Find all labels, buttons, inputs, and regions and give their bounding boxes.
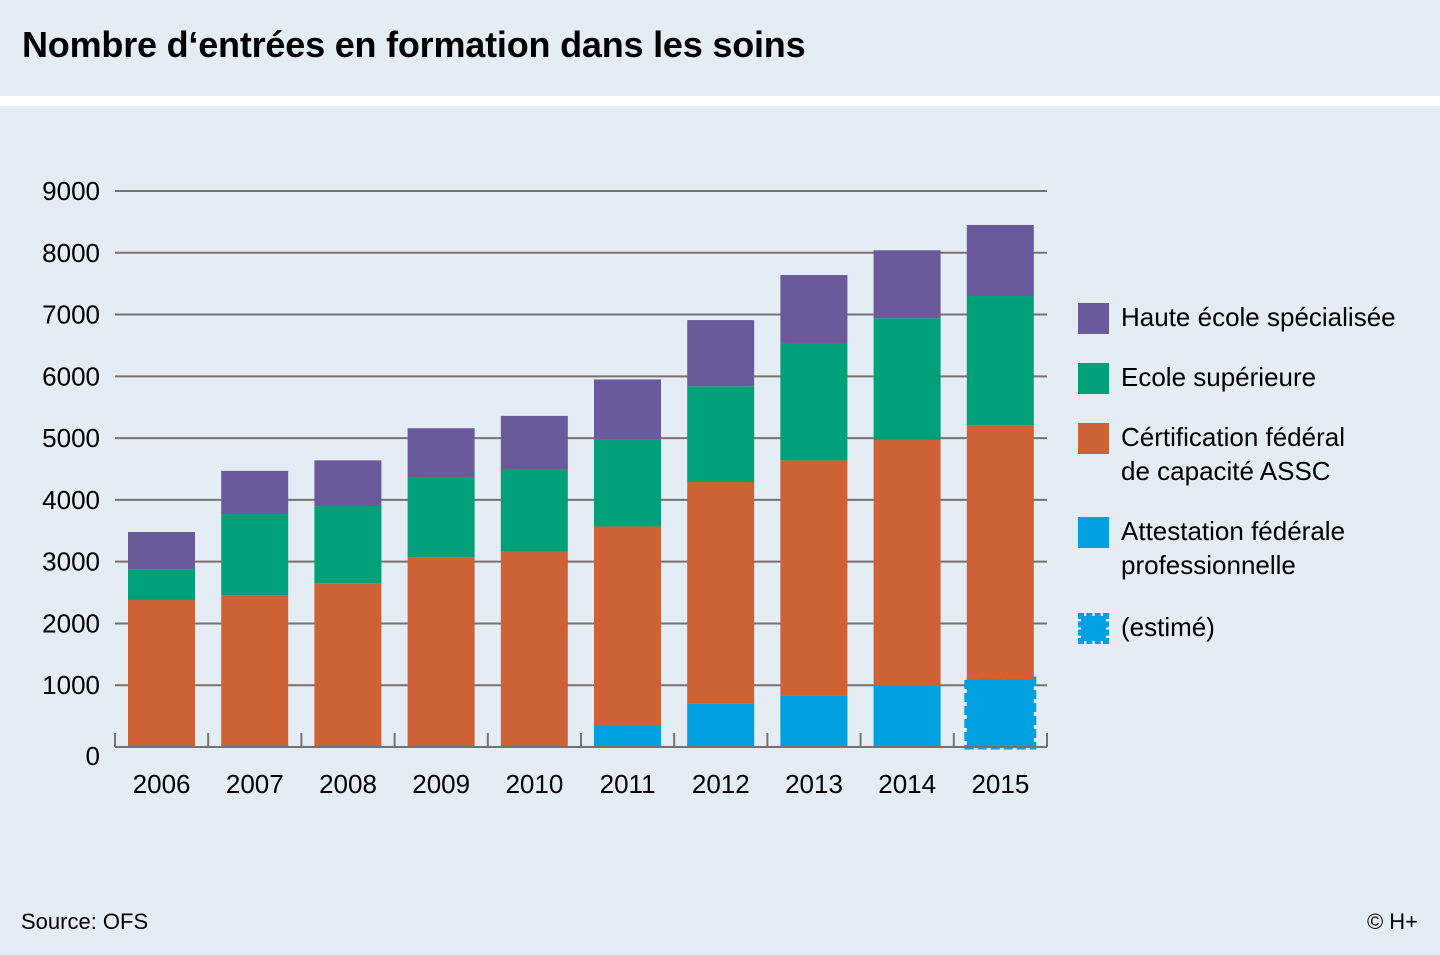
bar-ecole_superieure-2006: [128, 569, 195, 600]
y-tick-label: 0: [86, 741, 100, 771]
bar-haute_ecole-2015: [966, 224, 1034, 297]
bar-haute_ecole-2009: [407, 428, 475, 478]
x-tick-label: 2015: [971, 769, 1029, 799]
x-tick-label: 2013: [785, 769, 843, 799]
title-divider: [0, 96, 1440, 106]
bars: [128, 224, 1037, 750]
bar-haute_ecole-2012: [687, 320, 755, 387]
bar-cfc-2015: [966, 425, 1034, 680]
legend-swatch: [1078, 517, 1109, 548]
bar-cfc-2013: [780, 460, 848, 696]
legend-swatch: [1078, 303, 1109, 334]
y-tick-label: 7000: [42, 300, 100, 330]
bar-cfc-2010: [500, 551, 568, 747]
y-tick-label: 3000: [42, 547, 100, 577]
bar-ecole_superieure-2009: [407, 477, 475, 558]
x-tick-label: 2007: [226, 769, 284, 799]
y-tick-label: 8000: [42, 238, 100, 268]
x-axis: [114, 733, 1048, 748]
bar-cfc-2007: [221, 595, 289, 747]
y-tick-label: 9000: [42, 176, 100, 206]
bar-cfc-2012: [687, 481, 755, 704]
title-bar: Nombre d‘entrées en formation dans les s…: [0, 0, 1440, 96]
x-axis-labels: 2006 2007 2008 2009 2010 2011 2012 2013 2014 2015: [133, 769, 1030, 799]
bar-ecole_superieure-2008: [314, 506, 382, 584]
x-tick-label: 2014: [878, 769, 936, 799]
bar-afp-2015: [964, 676, 1037, 750]
bar-afp-2013: [780, 695, 848, 747]
bar-afp-2012: [687, 703, 755, 747]
source-note: Source: OFS: [21, 909, 149, 934]
legend-label: Haute école spécialisée: [1121, 302, 1396, 332]
y-axis-labels: 0 1000 2000 3000 4000 5000 6000 7000 8000 9000: [42, 176, 100, 771]
y-tick-label: 5000: [42, 423, 100, 453]
x-tick-label: 2011: [600, 769, 656, 799]
y-tick-label: 4000: [42, 485, 100, 515]
bar-haute_ecole-2006: [128, 532, 195, 570]
bar-ecole_superieure-2013: [780, 342, 848, 461]
chart-title: Nombre d‘entrées en formation dans les s…: [22, 24, 806, 65]
legend-label: Attestation fédérale professionnelle: [1121, 516, 1346, 580]
bar-cfc-2006: [128, 599, 195, 747]
x-tick-label: 2010: [505, 769, 563, 799]
bar-ecole_superieure-2010: [500, 469, 568, 552]
legend-swatch: [1078, 423, 1109, 454]
bar-haute_ecole-2010: [500, 415, 568, 469]
bar-afp-2014: [873, 685, 941, 747]
x-tick-label: 2008: [319, 769, 377, 799]
bar-afp-2011: [594, 725, 661, 747]
x-tick-label: 2012: [692, 769, 750, 799]
bar-ecole_superieure-2014: [873, 318, 941, 440]
bar-cfc-2011: [594, 526, 661, 726]
bar-haute_ecole-2008: [314, 460, 382, 507]
x-tick-label: 2006: [133, 769, 191, 799]
y-tick-label: 6000: [42, 361, 100, 391]
legend-swatch: [1078, 613, 1109, 644]
y-tick-label: 2000: [42, 608, 100, 638]
bar-cfc-2008: [314, 583, 382, 747]
bar-ecole_superieure-2007: [221, 514, 289, 596]
legend-label: (estimé): [1121, 612, 1215, 642]
legend-swatch: [1078, 363, 1109, 394]
bar-haute_ecole-2014: [873, 250, 941, 319]
bar-cfc-2009: [407, 557, 475, 747]
bar-ecole_superieure-2015: [966, 296, 1034, 426]
bar-ecole_superieure-2011: [594, 439, 661, 527]
bar-haute_ecole-2007: [221, 470, 289, 515]
copyright-note: © H+: [1366, 909, 1418, 934]
y-tick-label: 1000: [42, 670, 100, 700]
bar-cfc-2014: [873, 439, 941, 686]
bar-haute_ecole-2013: [780, 275, 848, 343]
x-tick-label: 2009: [412, 769, 470, 799]
bar-haute_ecole-2011: [594, 379, 661, 440]
bar-ecole_superieure-2012: [687, 386, 755, 482]
legend-label: Cértification fédéral de capacité ASSC: [1121, 422, 1345, 486]
legend-label: Ecole supérieure: [1121, 362, 1317, 392]
